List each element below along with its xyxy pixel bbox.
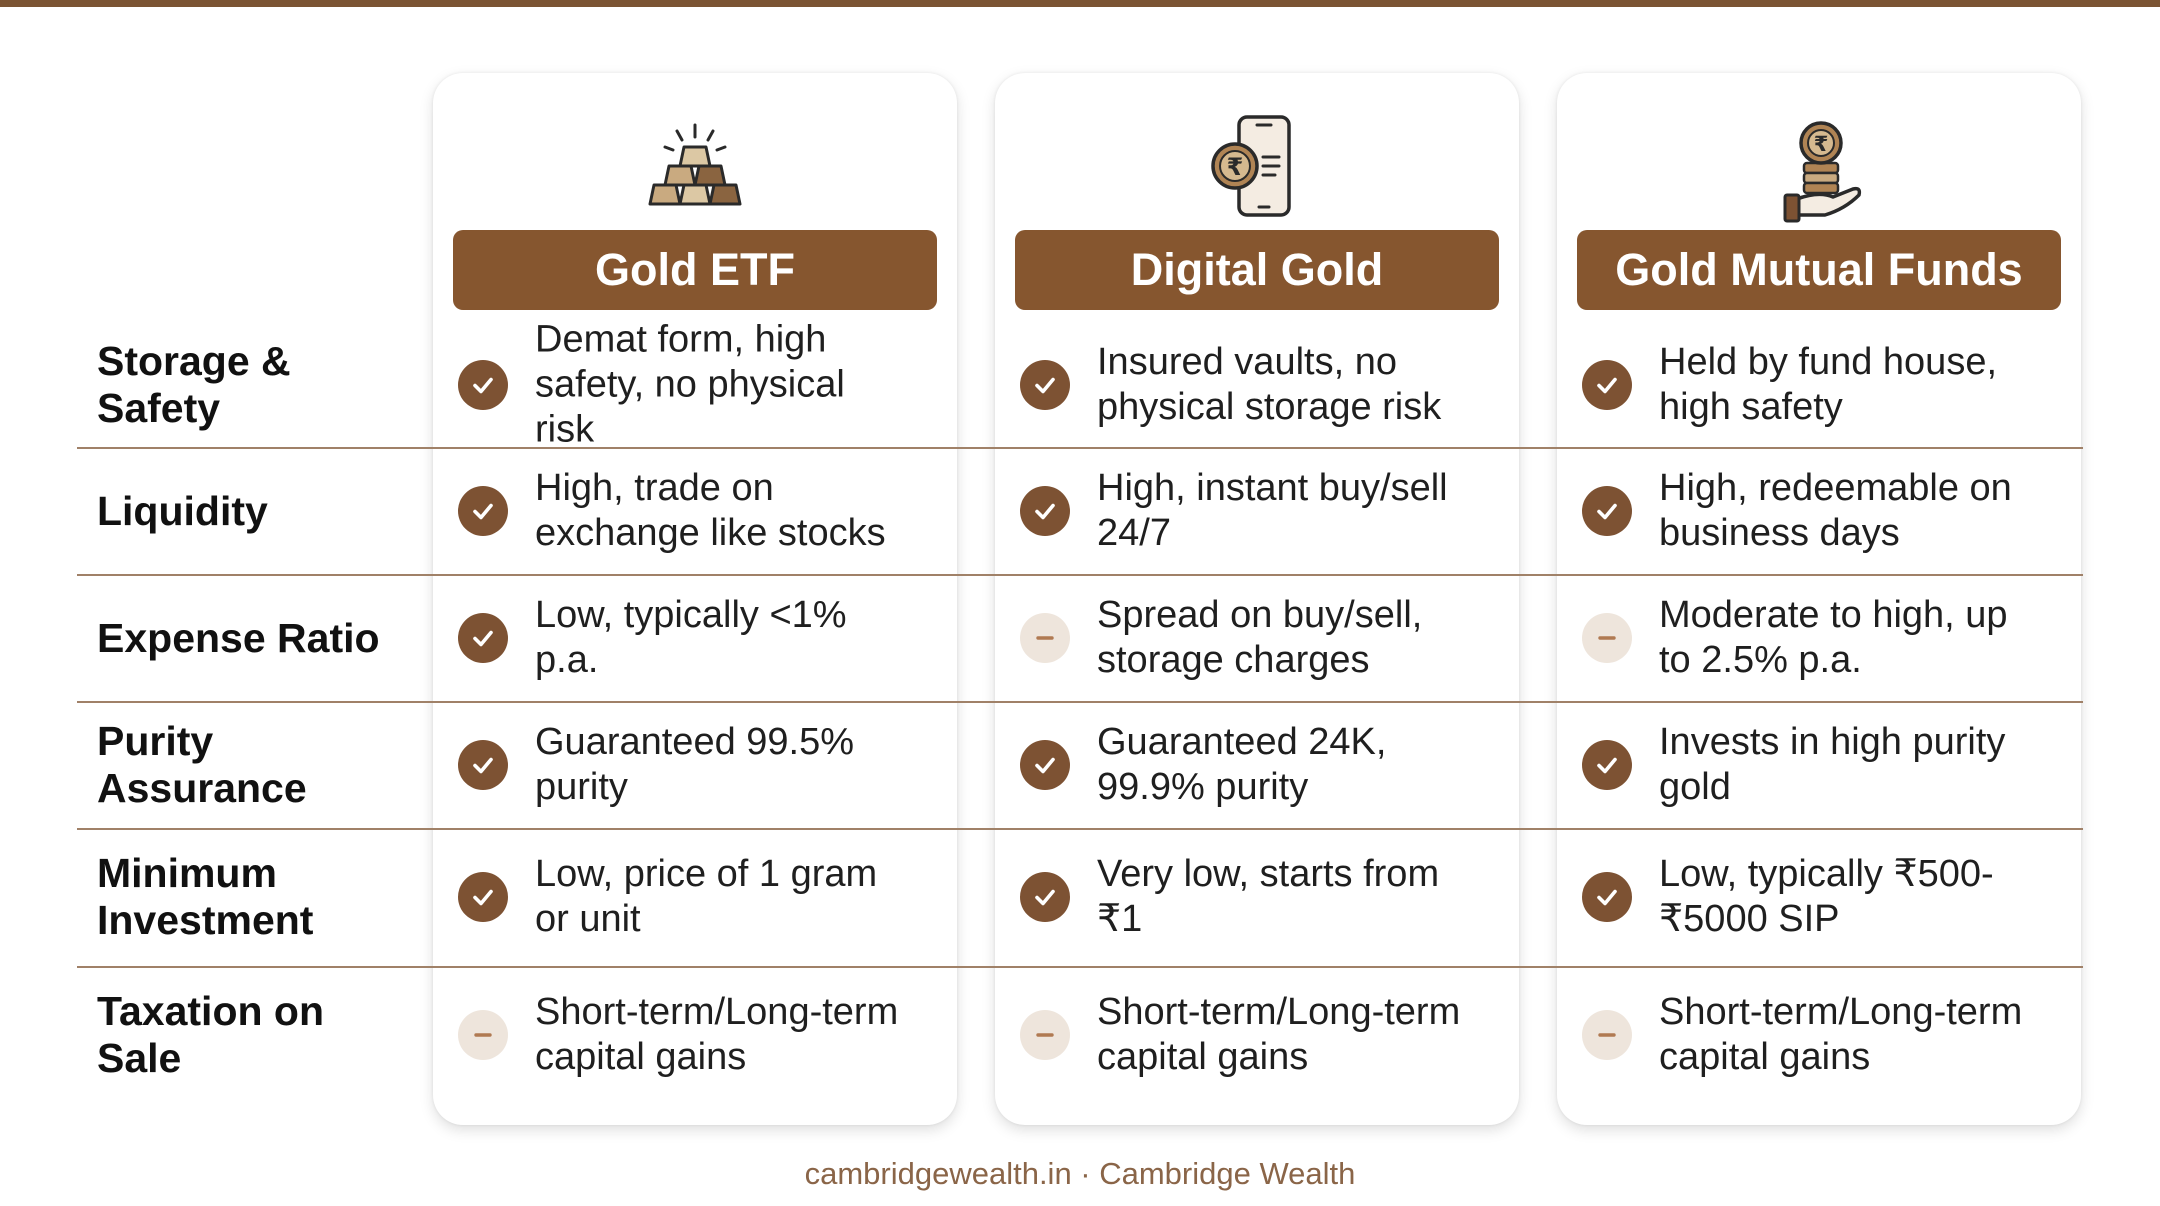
check-icon xyxy=(458,740,508,790)
check-icon xyxy=(1020,740,1070,790)
cell-text: Low, price of 1 gram or unit xyxy=(535,853,878,940)
cell-digital-gold-taxation-on-sale: Short-term/Long-term capital gains xyxy=(995,978,1465,1092)
row-divider xyxy=(77,828,2083,830)
cell-gold-mutual-funds-expense-ratio: Moderate to high, up to 2.5% p.a. xyxy=(1557,585,2027,691)
cell-gold-etf-purity-assurance: Guaranteed 99.5% purity xyxy=(433,712,903,818)
minus-icon xyxy=(1020,613,1070,663)
check-icon xyxy=(1582,486,1632,536)
minus-icon xyxy=(1582,1010,1632,1060)
cell-text: Insured vaults, no physical storage risk xyxy=(1097,341,1442,428)
cell-text: High, trade on exchange like stocks xyxy=(535,467,886,554)
phone-rupee-coin-icon: ₹ xyxy=(995,103,1519,243)
top-accent-bar xyxy=(0,0,2160,7)
row-divider xyxy=(77,447,2083,449)
cell-text: Low, typically ₹500-₹5000 SIP xyxy=(1659,853,1994,940)
card-gold-mutual-funds: ₹ Gold Mutual Funds xyxy=(1557,73,2081,1125)
minus-icon xyxy=(458,1010,508,1060)
column-header-digital-gold: Digital Gold xyxy=(1015,230,1499,310)
check-icon xyxy=(1020,360,1070,410)
check-icon xyxy=(1582,360,1632,410)
cell-gold-mutual-funds-liquidity: High, redeemable on business days xyxy=(1557,458,2027,564)
check-icon xyxy=(458,486,508,536)
cell-text: High, instant buy/sell 24/7 xyxy=(1097,467,1448,554)
cell-digital-gold-liquidity: High, instant buy/sell 24/7 xyxy=(995,458,1465,564)
cell-gold-mutual-funds-storage-safety: Held by fund house, high safety xyxy=(1557,335,2027,435)
row-label-expense-ratio: Expense Ratio xyxy=(97,614,380,661)
minus-icon xyxy=(1582,613,1632,663)
cell-gold-etf-liquidity: High, trade on exchange like stocks xyxy=(433,458,903,564)
cell-digital-gold-expense-ratio: Spread on buy/sell, storage charges xyxy=(995,585,1465,691)
row-divider xyxy=(77,966,2083,968)
gold-bars-icon xyxy=(433,103,957,243)
check-icon xyxy=(458,613,508,663)
cell-text: Moderate to high, up to 2.5% p.a. xyxy=(1659,594,2008,681)
cell-digital-gold-storage-safety: Insured vaults, no physical storage risk xyxy=(995,335,1465,435)
cell-text: Demat form, high safety, no physical ris… xyxy=(535,318,845,451)
card-gold-etf: Gold ETF xyxy=(433,73,957,1125)
cell-digital-gold-minimum-investment: Very low, starts from ₹1 xyxy=(995,840,1465,954)
cell-text: High, redeemable on business days xyxy=(1659,467,2012,554)
row-label-liquidity: Liquidity xyxy=(97,487,268,534)
cell-text: Guaranteed 24K, 99.9% purity xyxy=(1097,721,1387,808)
cell-text: Short-term/Long-term capital gains xyxy=(1097,991,1461,1078)
cell-text: Guaranteed 99.5% purity xyxy=(535,721,855,808)
row-divider xyxy=(77,701,2083,703)
minus-icon xyxy=(1020,1010,1070,1060)
row-label-storage-safety: Storage & Safety xyxy=(97,338,291,431)
footer-credit: cambridgewealth.in · Cambridge Wealth xyxy=(804,1156,1356,1191)
cell-text: Very low, starts from ₹1 xyxy=(1097,853,1440,940)
check-icon xyxy=(1020,486,1070,536)
hand-coins-icon: ₹ xyxy=(1557,103,2081,243)
check-icon xyxy=(458,360,508,410)
check-icon xyxy=(458,872,508,922)
cell-gold-etf-taxation-on-sale: Short-term/Long-term capital gains xyxy=(433,978,903,1092)
cell-gold-mutual-funds-purity-assurance: Invests in high purity gold xyxy=(1557,712,2027,818)
cell-text: Low, typically <1% p.a. xyxy=(535,594,847,681)
cell-text: Spread on buy/sell, storage charges xyxy=(1097,594,1423,681)
card-digital-gold: ₹ Digital Gold xyxy=(995,73,1519,1125)
row-divider xyxy=(77,574,2083,576)
cell-gold-mutual-funds-taxation-on-sale: Short-term/Long-term capital gains xyxy=(1557,978,2027,1092)
check-icon xyxy=(1582,872,1632,922)
cell-text: Short-term/Long-term capital gains xyxy=(1659,991,2023,1078)
svg-text:₹: ₹ xyxy=(1227,153,1244,181)
row-label-minimum-investment: Minimum Investment xyxy=(97,850,314,943)
cell-text: Held by fund house, high safety xyxy=(1659,341,1998,428)
column-header-gold-mutual-funds: Gold Mutual Funds xyxy=(1577,230,2061,310)
check-icon xyxy=(1020,872,1070,922)
cell-gold-etf-storage-safety: Demat form, high safety, no physical ris… xyxy=(433,319,903,451)
row-label-taxation-on-sale: Taxation on Sale xyxy=(97,988,325,1081)
cell-digital-gold-purity-assurance: Guaranteed 24K, 99.9% purity xyxy=(995,712,1465,818)
column-header-gold-etf: Gold ETF xyxy=(453,230,937,310)
svg-text:₹: ₹ xyxy=(1814,132,1829,156)
row-label-purity-assurance: Purity Assurance xyxy=(97,718,307,811)
check-icon xyxy=(1582,740,1632,790)
cell-text: Short-term/Long-term capital gains xyxy=(535,991,899,1078)
cell-text: Invests in high purity gold xyxy=(1659,721,2006,808)
cell-gold-etf-expense-ratio: Low, typically <1% p.a. xyxy=(433,585,903,691)
cell-gold-etf-minimum-investment: Low, price of 1 gram or unit xyxy=(433,840,903,954)
cell-gold-mutual-funds-minimum-investment: Low, typically ₹500-₹5000 SIP xyxy=(1557,840,2027,954)
